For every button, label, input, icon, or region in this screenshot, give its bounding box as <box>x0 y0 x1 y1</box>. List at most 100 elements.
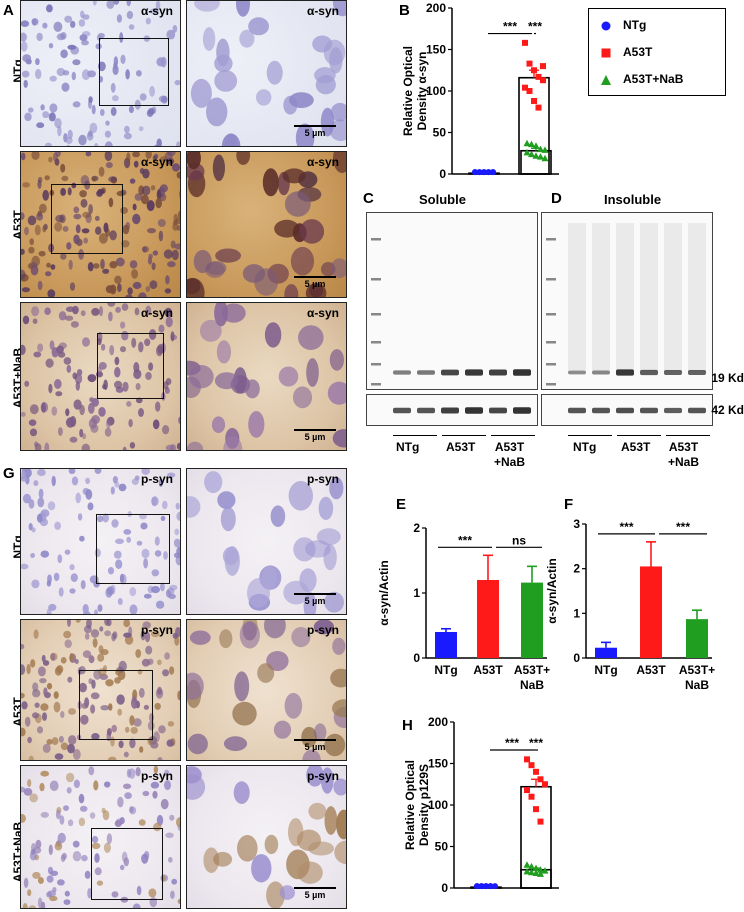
nucleus <box>41 654 46 663</box>
nucleus <box>57 554 63 564</box>
nucleus <box>97 653 105 662</box>
nucleus <box>139 93 147 101</box>
nucleus <box>194 1 220 12</box>
nucleus <box>334 840 346 865</box>
nucleus <box>174 528 180 536</box>
nucleus <box>49 75 57 82</box>
nucleus <box>215 248 241 263</box>
nucleus <box>21 248 25 255</box>
nucleus <box>117 708 123 716</box>
nucleus <box>216 340 231 364</box>
nucleus <box>24 226 29 236</box>
nucleus <box>155 1 161 10</box>
group-line <box>491 435 535 436</box>
nucleus <box>136 397 143 404</box>
nucleus <box>44 142 53 146</box>
nucleus <box>151 496 157 507</box>
ladder-band <box>546 383 556 386</box>
nucleus <box>202 27 216 51</box>
nucleus <box>89 397 94 403</box>
nucleus <box>154 702 161 710</box>
significance-label: *** <box>529 736 543 750</box>
nucleus <box>153 822 162 832</box>
lane-smear <box>688 223 706 371</box>
panel-letter-c: C <box>363 190 374 207</box>
nucleus <box>330 102 346 122</box>
blot-band <box>664 407 682 414</box>
stain-label: p-syn <box>306 472 339 486</box>
y-axis-label: Relative OpticalDensity p129S <box>403 760 431 850</box>
nucleus <box>141 469 150 475</box>
nucleus <box>23 788 33 796</box>
blot-band <box>592 407 610 414</box>
nucleus <box>67 819 74 827</box>
data-point <box>528 140 535 148</box>
blot-band <box>417 407 435 414</box>
nucleus <box>151 569 160 577</box>
lane-smear <box>592 223 610 371</box>
nucleus <box>102 513 109 523</box>
nucleus <box>51 406 58 416</box>
y-tick-label: 200 <box>426 1 446 15</box>
nucleus <box>53 21 63 32</box>
nucleus <box>80 175 90 186</box>
nucleus <box>187 152 201 170</box>
panel-letter-h: H <box>402 717 413 734</box>
nucleus <box>21 212 25 220</box>
nucleus <box>69 436 78 443</box>
nucleus <box>139 746 144 753</box>
nucleus <box>85 152 92 157</box>
nucleus <box>314 723 327 742</box>
nucleus <box>117 283 122 293</box>
blot-band <box>592 370 610 375</box>
data-point <box>537 870 544 877</box>
nucleus <box>22 315 30 325</box>
nucleus <box>56 345 64 354</box>
nucleus <box>136 885 142 896</box>
lane-smear <box>664 223 682 371</box>
nucleus <box>104 141 113 146</box>
nucleus <box>79 535 85 542</box>
significance-label: *** <box>676 520 690 534</box>
nucleus <box>110 107 117 116</box>
data-point <box>481 169 487 176</box>
x-tick-label: A53T+ NaB <box>514 663 550 692</box>
nucleus <box>46 682 53 690</box>
nucleus <box>50 653 56 661</box>
nucleus <box>78 249 84 260</box>
nucleus <box>21 20 30 27</box>
blot-bands <box>546 223 706 386</box>
nucleus <box>31 527 36 533</box>
nucleus <box>93 263 100 269</box>
nucleus <box>173 538 180 548</box>
nucleus <box>108 756 117 760</box>
blot-group-nab: A53T +NaB <box>668 440 700 469</box>
blot-band <box>465 369 483 376</box>
nucleus <box>33 351 42 358</box>
nucleus <box>80 580 86 590</box>
nucleus <box>187 774 206 800</box>
nucleus <box>266 60 283 85</box>
zoom-inset-box <box>91 828 163 900</box>
y-tick-label: 50 <box>435 840 449 854</box>
nucleus <box>264 322 282 348</box>
nucleus <box>79 428 84 438</box>
nucleus <box>105 162 113 169</box>
nucleus <box>64 639 72 648</box>
nucleus <box>113 550 122 559</box>
legend-marker-a53t <box>601 48 611 58</box>
nucleus <box>187 733 208 755</box>
nucleus <box>21 475 28 482</box>
nucleus <box>264 620 286 639</box>
zoom-inset-box <box>51 184 123 254</box>
nucleus <box>266 651 289 671</box>
nucleus <box>157 219 166 227</box>
data-point <box>540 77 546 84</box>
zoom-inset-box <box>96 514 170 584</box>
nucleus <box>150 185 156 191</box>
nucleus <box>30 553 35 558</box>
nucleus <box>116 694 125 705</box>
nucleus <box>139 513 147 520</box>
nucleus <box>138 292 147 297</box>
nucleus <box>56 67 66 77</box>
